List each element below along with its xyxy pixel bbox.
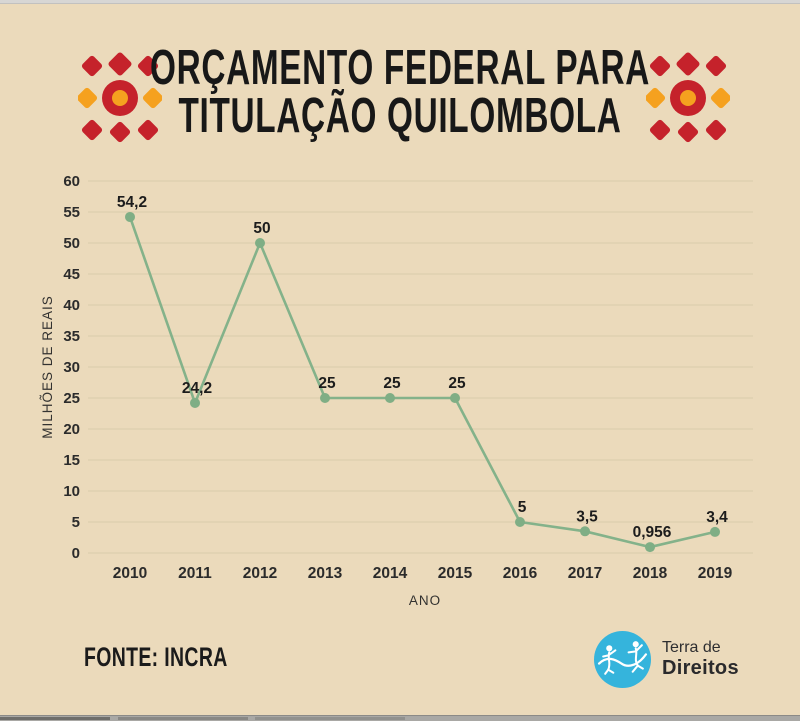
svg-text:50: 50: [253, 220, 270, 237]
svg-text:2011: 2011: [178, 565, 212, 582]
svg-text:25: 25: [383, 375, 401, 392]
svg-text:3,5: 3,5: [576, 508, 598, 525]
svg-text:35: 35: [63, 328, 80, 345]
svg-text:5: 5: [72, 514, 80, 531]
terra-de-direitos-logo: Terra de Direitos: [594, 631, 739, 688]
svg-text:50: 50: [63, 235, 80, 252]
svg-text:15: 15: [63, 452, 80, 469]
svg-text:0,956: 0,956: [633, 524, 672, 541]
bottom-strip-segment: [0, 717, 110, 720]
svg-text:3,4: 3,4: [706, 509, 728, 526]
svg-text:45: 45: [63, 266, 80, 283]
svg-text:2012: 2012: [243, 565, 277, 582]
logo-text-top: Terra de: [662, 638, 721, 656]
bottom-strip-segment: [118, 717, 248, 720]
svg-text:2010: 2010: [113, 565, 147, 582]
svg-text:ANO: ANO: [409, 593, 441, 608]
title-block: ORÇAMENTO FEDERAL PARA TITULAÇÃO QUILOMB…: [0, 41, 800, 143]
svg-text:25: 25: [63, 390, 80, 407]
bottom-edge-strip: [0, 715, 800, 721]
svg-text:2013: 2013: [308, 565, 343, 582]
svg-text:40: 40: [63, 297, 80, 314]
svg-text:2017: 2017: [568, 565, 602, 582]
svg-text:2014: 2014: [373, 565, 408, 582]
svg-text:60: 60: [63, 173, 80, 190]
svg-text:55: 55: [63, 204, 80, 221]
header: ORÇAMENTO FEDERAL PARA TITULAÇÃO QUILOMB…: [0, 0, 800, 160]
svg-text:30: 30: [63, 359, 80, 376]
sun-ornament-right-icon: [646, 52, 730, 144]
page-title-line2: TITULAÇÃO QUILOMBOLA: [178, 89, 622, 143]
svg-text:24,2: 24,2: [182, 380, 212, 397]
logo-text-bottom: Direitos: [662, 657, 739, 680]
svg-text:5: 5: [518, 499, 527, 516]
svg-text:54,2: 54,2: [117, 194, 147, 211]
bottom-strip-segment: [255, 717, 405, 720]
globe-dancers-icon: [594, 631, 651, 688]
svg-text:25: 25: [318, 375, 336, 392]
svg-text:2019: 2019: [698, 565, 733, 582]
svg-text:25: 25: [448, 375, 466, 392]
svg-text:20: 20: [63, 421, 80, 438]
svg-text:2015: 2015: [438, 565, 473, 582]
logo-wordmark: Terra de Direitos: [662, 639, 739, 680]
svg-text:2016: 2016: [503, 565, 538, 582]
page-title-line1: ORÇAMENTO FEDERAL PARA: [150, 41, 650, 95]
svg-text:10: 10: [63, 483, 80, 500]
budget-line-chart: 0 5 10 15 20 25 30 35 40 45 50 55 60 2010 2011 2012 2013…: [40, 173, 753, 608]
top-edge-strip: [0, 0, 800, 4]
svg-text:2018: 2018: [633, 565, 668, 582]
source-label: FONTE: INCRA: [84, 642, 228, 672]
svg-text:MILHÕES DE REAIS: MILHÕES DE REAIS: [40, 295, 55, 439]
svg-text:0: 0: [72, 545, 80, 562]
